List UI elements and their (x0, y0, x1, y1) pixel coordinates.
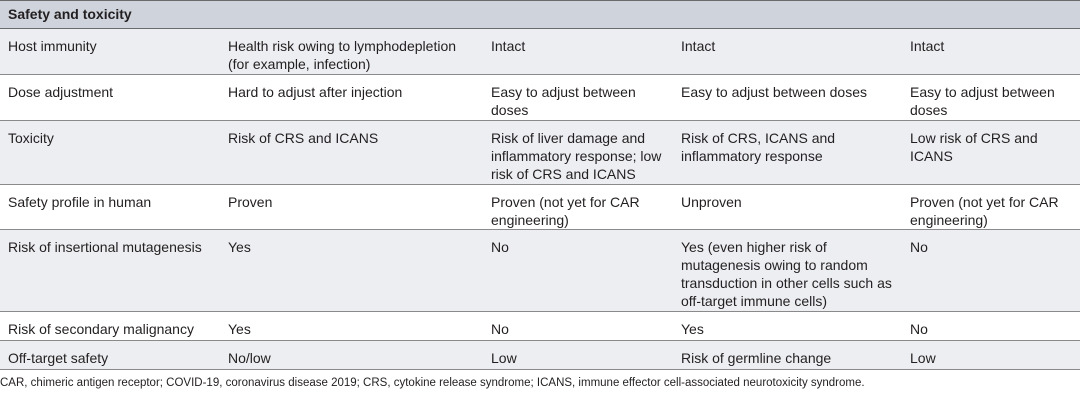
table-cell: Low (902, 341, 1080, 369)
row-label: Risk of secondary malignancy (0, 312, 220, 340)
table-cell: No (902, 230, 1080, 311)
row-label: Host immunity (0, 29, 220, 74)
table-cell: Yes (220, 230, 483, 311)
table-cell: No (483, 230, 673, 311)
table-cell: Easy to adjust between doses (902, 75, 1080, 120)
table-row: Safety profile in human Proven Proven (n… (0, 185, 1080, 230)
table-row: Toxicity Risk of CRS and ICANS Risk of l… (0, 121, 1080, 185)
table-cell: Risk of CRS and ICANS (220, 121, 483, 184)
table-cell: Intact (673, 29, 902, 74)
table-footnote: CAR, chimeric antigen receptor; COVID-19… (0, 376, 1080, 390)
table-cell: Health risk owing to lymphodepletion (fo… (220, 29, 483, 74)
row-label: Safety profile in human (0, 185, 220, 229)
table-cell: Risk of germline change (673, 341, 902, 369)
row-label: Risk of insertional mutagenesis (0, 230, 220, 311)
safety-toxicity-table: Safety and toxicity Host immunity Health… (0, 0, 1080, 370)
row-label: Off-target safety (0, 341, 220, 369)
table-cell: Yes (even higher risk of mutagenesis owi… (673, 230, 902, 311)
table-cell: Low risk of CRS and ICANS (902, 121, 1080, 184)
table-row: Risk of insertional mutagenesis Yes No Y… (0, 230, 1080, 312)
table-cell: No (902, 312, 1080, 340)
table-row: Risk of secondary malignancy Yes No Yes … (0, 312, 1080, 341)
table-row: Dose adjustment Hard to adjust after inj… (0, 75, 1080, 121)
table-cell: Easy to adjust between doses (673, 75, 902, 120)
table-cell: Risk of CRS, ICANS and inflammatory resp… (673, 121, 902, 184)
table-cell: Hard to adjust after injection (220, 75, 483, 120)
table-cell: Low (483, 341, 673, 369)
section-title: Safety and toxicity (8, 6, 132, 22)
table-cell: Easy to adjust between doses (483, 75, 673, 120)
table-cell: Yes (220, 312, 483, 340)
table-row: Off-target safety No/low Low Risk of ger… (0, 341, 1080, 370)
table-cell: Intact (483, 29, 673, 74)
table-cell: Proven (220, 185, 483, 229)
table-cell: Proven (not yet for CAR engineering) (902, 185, 1080, 229)
table-cell: Yes (673, 312, 902, 340)
table-cell: Unproven (673, 185, 902, 229)
table-cell: No (483, 312, 673, 340)
table-cell: No/low (220, 341, 483, 369)
row-label: Dose adjustment (0, 75, 220, 120)
section-header: Safety and toxicity (0, 0, 1080, 29)
table-row: Host immunity Health risk owing to lymph… (0, 29, 1080, 75)
row-label: Toxicity (0, 121, 220, 184)
table-cell: Proven (not yet for CAR engineering) (483, 185, 673, 229)
table-cell: Intact (902, 29, 1080, 74)
table-cell: Risk of liver damage and inflammatory re… (483, 121, 673, 184)
table-body: Host immunity Health risk owing to lymph… (0, 29, 1080, 370)
